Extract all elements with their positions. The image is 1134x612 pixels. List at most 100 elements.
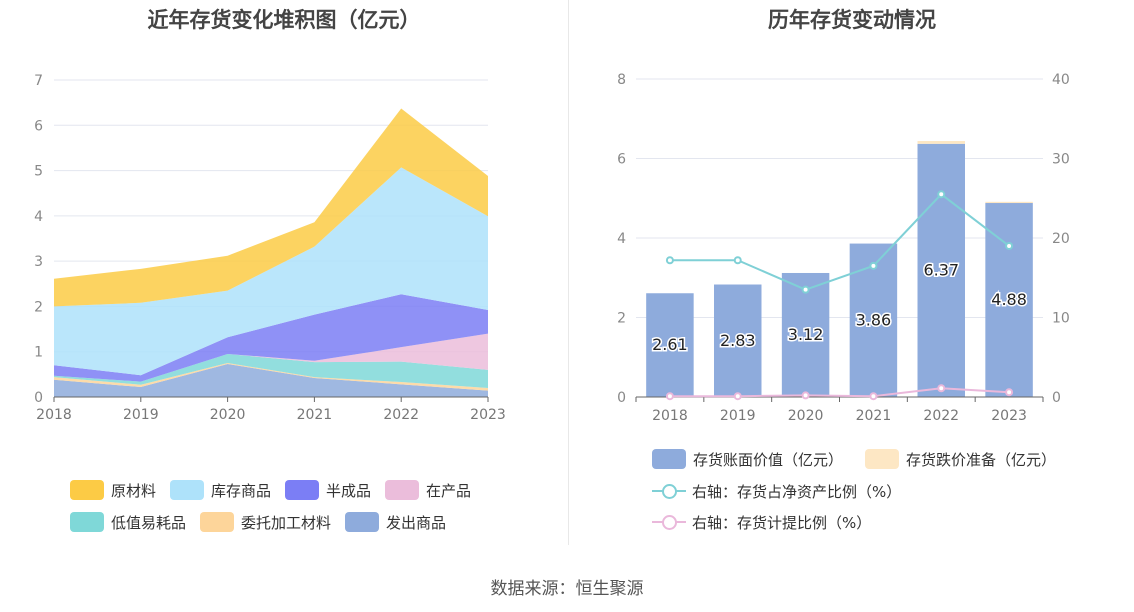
legend-label: 半成品 [326, 481, 372, 500]
y-tick-label: 5 [34, 164, 43, 180]
y-right-tick-label: 30 [1052, 152, 1070, 168]
y-right-tick-label: 20 [1052, 231, 1070, 247]
legend-label: 右轴：存货占净资产比例（%） [692, 482, 902, 501]
y-right-tick-label: 40 [1052, 72, 1070, 88]
line-point [801, 285, 810, 294]
x-tick-label: 2020 [210, 407, 246, 423]
y-tick-label: 3 [34, 254, 43, 270]
left-legend-row1: 原材料 库存商品 半成品 在产品 [70, 474, 550, 506]
left-legend-row2: 低值易耗品 委托加工材料 发出商品 [70, 506, 550, 538]
y-right-tick-label: 0 [1052, 390, 1061, 406]
legend-label: 低值易耗品 [111, 513, 187, 532]
line-point [801, 391, 810, 400]
y-left-tick-label: 4 [617, 231, 626, 247]
bar-impairment [985, 201, 1033, 204]
bar-book-value [646, 293, 694, 397]
legend-swatch [70, 512, 104, 532]
left-chart-title: 近年存货变化堆积图（亿元） [147, 8, 421, 32]
x-tick-label: 2021 [297, 407, 333, 423]
x-tick-label: 2020 [788, 408, 824, 424]
legend-item[interactable]: 发出商品 [345, 506, 446, 538]
x-tick-label: 2018 [36, 407, 72, 423]
area-库存商品 [54, 167, 488, 376]
legend-swatch [170, 480, 205, 500]
line-point [733, 256, 742, 265]
area-半成品 [54, 294, 488, 382]
legend-label: 库存商品 [211, 481, 272, 500]
x-tick-label: 2018 [652, 408, 688, 424]
legend-item[interactable]: 低值易耗品 [70, 506, 186, 538]
legend-swatch [865, 449, 900, 469]
x-tick-label: 2021 [856, 408, 892, 424]
legend-line-swatch [652, 512, 686, 532]
legend-swatch [285, 480, 320, 500]
right-legend-row1: 存货账面价值（亿元） 存货跌价准备（亿元） [652, 443, 1122, 475]
bar-value-label: 2.61 [652, 335, 688, 354]
y-right-tick-label: 10 [1052, 311, 1070, 327]
line-point [937, 190, 946, 199]
data-source: 数据来源：恒生聚源 [490, 579, 644, 599]
right-chart-panel: 历年存货变动情况 0 2 4 6 8 0 10 20 30 40 2.61 2.83 3.12 3.86 6… [570, 0, 1134, 545]
line-point [733, 392, 742, 401]
legend-label: 在产品 [426, 481, 472, 500]
legend-label: 发出商品 [386, 513, 447, 532]
y-left-tick-label: 2 [617, 311, 626, 327]
legend-item[interactable]: 右轴：存货计提比例（%） [652, 506, 871, 538]
legend-item[interactable]: 存货账面价值（亿元） [652, 443, 843, 475]
line-point [937, 384, 946, 393]
right-legend-row2: 右轴：存货占净资产比例（%） [652, 475, 1122, 507]
legend-label: 原材料 [111, 481, 157, 500]
panel-divider [568, 0, 569, 545]
line-point [1005, 241, 1014, 250]
x-tick-label: 2023 [470, 407, 506, 423]
bar-value-label: 4.88 [991, 290, 1027, 309]
legend-item[interactable]: 库存商品 [170, 474, 271, 506]
x-tick-label: 2019 [720, 408, 756, 424]
line-series [669, 192, 1010, 291]
bar-value-label: 3.12 [788, 325, 824, 344]
y-tick-label: 6 [34, 118, 43, 134]
y-left-tick-label: 6 [617, 152, 626, 168]
legend-swatch [652, 449, 686, 469]
y-left-tick-label: 8 [617, 72, 626, 88]
x-tick-label: 2022 [923, 408, 959, 424]
right-legend-row3: 右轴：存货计提比例（%） [652, 506, 1122, 538]
line-point [665, 392, 674, 401]
x-tick-label: 2022 [383, 407, 419, 423]
legend-label: 委托加工材料 [241, 513, 332, 532]
legend-line-swatch [652, 481, 686, 501]
y-tick-label: 1 [34, 345, 43, 361]
area-在产品 [54, 333, 488, 382]
legend-item[interactable]: 右轴：存货占净资产比例（%） [652, 475, 901, 507]
line-point [869, 261, 878, 270]
bar-value-label: 2.83 [720, 331, 756, 350]
legend-item[interactable]: 委托加工材料 [200, 506, 331, 538]
bar-impairment [917, 141, 965, 144]
legend-swatch [345, 512, 380, 532]
legend-label: 右轴：存货计提比例（%） [692, 513, 872, 532]
line-point [1005, 388, 1014, 397]
legend-label: 存货账面价值（亿元） [693, 450, 844, 469]
legend-swatch [200, 512, 235, 532]
legend-item[interactable]: 原材料 [70, 474, 156, 506]
legend-label: 存货跌价准备（亿元） [906, 450, 1057, 469]
left-chart-panel: 近年存货变化堆积图（亿元） 0 1 2 3 4 5 6 7 2018 2019 2020 2021 20… [0, 0, 568, 545]
line-point [869, 392, 878, 401]
area-发出商品 [54, 363, 488, 397]
x-tick-label: 2023 [991, 408, 1027, 424]
legend-swatch [70, 480, 104, 500]
bar-book-value [917, 143, 965, 397]
legend-swatch [385, 480, 420, 500]
x-tick-label: 2019 [123, 407, 159, 423]
bar-value-label: 6.37 [923, 260, 959, 279]
legend-item[interactable]: 在产品 [385, 474, 471, 506]
right-chart-title: 历年存货变动情况 [768, 8, 936, 32]
bar-line-combo-chart: 0 2 4 6 8 0 10 20 30 40 2.61 2.83 3.12 3.86 6.37 4.88 20… [617, 72, 1070, 424]
legend-item[interactable]: 存货跌价准备（亿元） [865, 443, 1056, 475]
bar-book-value [714, 284, 762, 397]
y-tick-label: 4 [34, 209, 43, 225]
area-原材料 [54, 108, 488, 307]
stacked-area-chart: 0 1 2 3 4 5 6 7 2018 2019 2020 2021 2022 2023 [34, 73, 506, 423]
y-left-tick-label: 0 [617, 390, 626, 406]
legend-item[interactable]: 半成品 [285, 474, 371, 506]
